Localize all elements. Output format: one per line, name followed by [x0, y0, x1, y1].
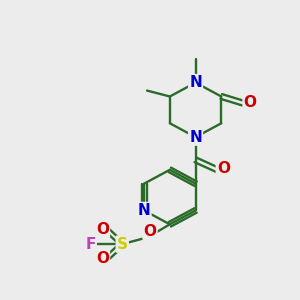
Text: F: F — [85, 237, 96, 252]
Text: O: O — [96, 251, 109, 266]
Text: O: O — [244, 95, 256, 110]
Text: O: O — [217, 161, 230, 176]
Text: N: N — [138, 203, 150, 218]
Text: O: O — [143, 224, 157, 239]
Text: N: N — [189, 75, 202, 90]
Text: N: N — [189, 130, 202, 145]
Text: O: O — [96, 222, 109, 237]
Text: S: S — [117, 237, 128, 252]
